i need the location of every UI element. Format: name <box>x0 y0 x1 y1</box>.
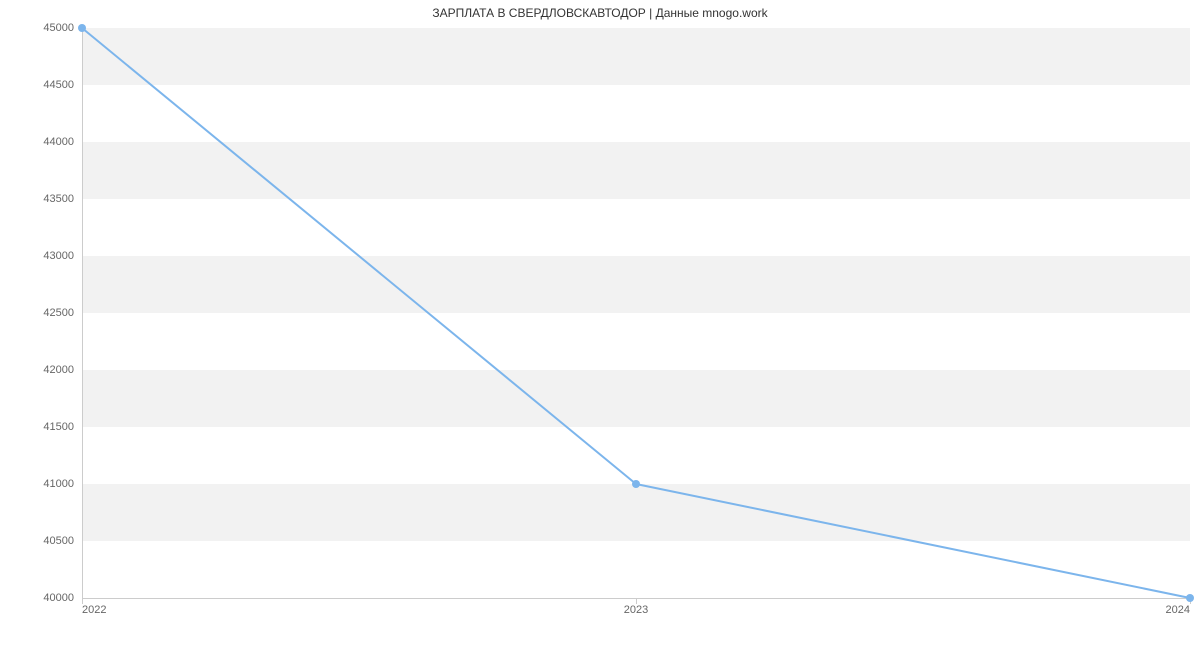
y-tick-label: 41500 <box>43 421 82 433</box>
series-point[interactable] <box>78 24 86 32</box>
y-tick-label: 43500 <box>43 193 82 205</box>
series-point[interactable] <box>632 480 640 488</box>
x-tick-label: 2022 <box>82 598 106 616</box>
series-layer <box>82 28 1190 598</box>
salary-chart: ЗАРПЛАТА В СВЕРДЛОВСКАВТОДОР | Данные mn… <box>0 0 1200 650</box>
y-tick-label: 42500 <box>43 307 82 319</box>
y-tick-label: 41000 <box>43 478 82 490</box>
y-tick-label: 42000 <box>43 364 82 376</box>
plot-area: 4000040500410004150042000425004300043500… <box>82 28 1190 598</box>
x-tick-label: 2024 <box>1166 598 1190 616</box>
chart-title: ЗАРПЛАТА В СВЕРДЛОВСКАВТОДОР | Данные mn… <box>0 6 1200 20</box>
y-tick-label: 40500 <box>43 535 82 547</box>
y-tick-label: 43000 <box>43 250 82 262</box>
series-point[interactable] <box>1186 594 1194 602</box>
y-tick-label: 40000 <box>43 592 82 604</box>
series-line-salary <box>82 28 1190 598</box>
x-tick-label: 2023 <box>624 598 648 616</box>
y-tick-label: 44500 <box>43 79 82 91</box>
y-tick-label: 44000 <box>43 136 82 148</box>
y-tick-label: 45000 <box>43 22 82 34</box>
